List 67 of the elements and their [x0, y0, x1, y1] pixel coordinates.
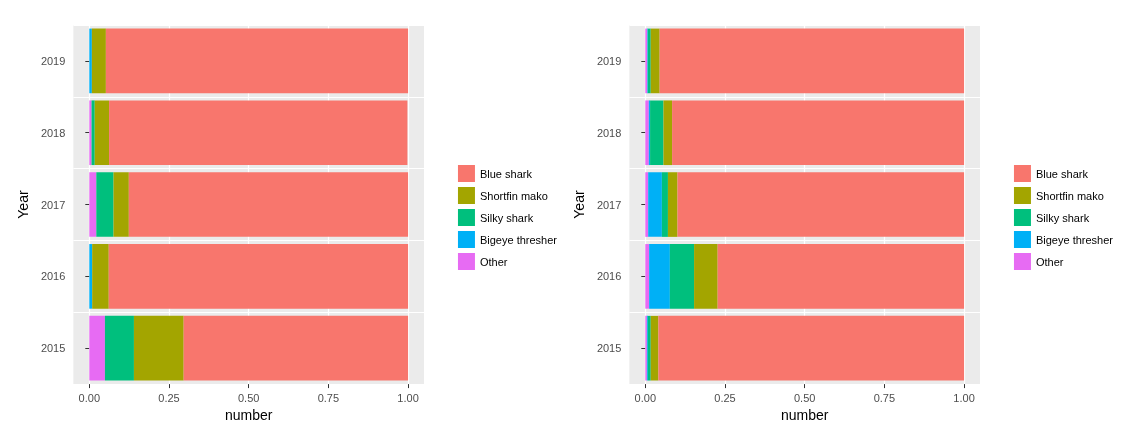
bar [694, 244, 718, 309]
x-tick-label: 0.75 [317, 391, 340, 404]
bar [650, 28, 660, 94]
bar [108, 244, 409, 309]
x-tick-label: 0.25 [158, 391, 180, 404]
bar [133, 315, 184, 381]
bar [645, 244, 650, 309]
x-tick-label: 0.00 [78, 391, 101, 404]
y-tick-label: 2015 [596, 342, 622, 355]
bar [669, 244, 695, 309]
y-axis-title: Year [571, 190, 587, 219]
y-tick-label: 2016 [40, 270, 66, 283]
x-tick-label: 0.75 [873, 391, 896, 404]
x-tick-label: 0.00 [634, 391, 657, 404]
y-tick-label: 2015 [40, 342, 66, 355]
x-axis-title: number [224, 407, 273, 423]
bar [96, 172, 114, 237]
bar [649, 244, 670, 309]
bar [672, 100, 965, 166]
bar [104, 315, 134, 381]
legend-label: Shortfin mako [479, 189, 548, 202]
bar [661, 172, 668, 237]
bar [658, 315, 965, 381]
bar [650, 315, 659, 381]
legend-label: Shortfin mako [1035, 189, 1104, 202]
legend-label: Blue shark [479, 167, 533, 180]
y-tick-label: 2019 [596, 54, 622, 67]
y-tick-label: 2018 [596, 126, 622, 139]
bar [717, 244, 965, 309]
x-tick-label: 0.50 [237, 391, 260, 404]
y-axis-title: Year [15, 190, 31, 219]
bar [89, 28, 92, 94]
y-tick-label: 2016 [596, 270, 622, 283]
y-tick-label: 2019 [40, 54, 66, 67]
bar [645, 172, 649, 237]
bar [183, 315, 409, 381]
bar [667, 172, 678, 237]
bar [89, 172, 97, 237]
y-tick-label: 2018 [40, 126, 66, 139]
bar [105, 28, 409, 94]
x-tick-label: 1.00 [953, 391, 975, 404]
y-tick-label: 2017 [40, 198, 66, 211]
bar [659, 28, 965, 94]
legend-label: Other [1035, 255, 1064, 268]
legend-label: Other [479, 255, 508, 268]
bar [89, 315, 105, 381]
legend-label: Blue shark [1035, 167, 1089, 180]
legend-label: Silky shark [1035, 211, 1090, 224]
bar [94, 100, 110, 166]
x-tick-label: 1.00 [397, 391, 419, 404]
bar [648, 172, 662, 237]
bar [89, 244, 93, 309]
x-axis-title: number [780, 407, 829, 423]
bar [92, 244, 109, 309]
y-tick-label: 2017 [596, 198, 622, 211]
x-tick-label: 0.25 [714, 391, 736, 404]
x-tick-label: 0.50 [793, 391, 816, 404]
bar [91, 28, 106, 94]
legend-label: Bigeye thresher [1035, 233, 1114, 246]
bar [663, 100, 673, 166]
bar [650, 100, 664, 166]
legend-label: Silky shark [479, 211, 534, 224]
bar [113, 172, 129, 237]
bar [677, 172, 965, 237]
bar [128, 172, 409, 237]
legend-label: Bigeye thresher [479, 233, 558, 246]
bar [109, 100, 408, 166]
